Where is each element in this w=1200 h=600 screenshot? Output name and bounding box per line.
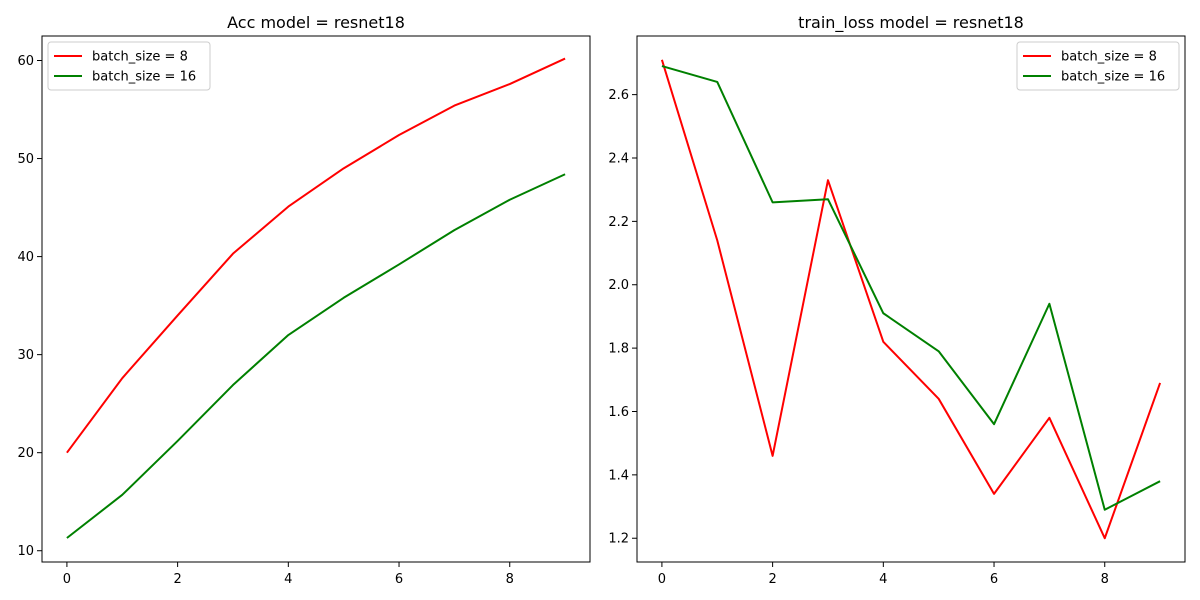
y-tick-label: 30 bbox=[17, 348, 34, 363]
series-line-1 bbox=[660, 59, 1162, 540]
x-tick-label: 2 bbox=[768, 572, 776, 587]
y-tick-label: 60 bbox=[17, 54, 34, 69]
plot-frame bbox=[41, 35, 591, 563]
x-tick-label: 6 bbox=[395, 572, 403, 587]
x-tick-label: 0 bbox=[63, 572, 71, 587]
y-tick-label: 40 bbox=[17, 250, 34, 265]
x-tick-label: 8 bbox=[1101, 572, 1109, 587]
x-tick-label: 6 bbox=[990, 572, 998, 587]
legend: batch_size = 8 batch_size = 16 bbox=[1016, 41, 1180, 91]
y-tick-label: 2.6 bbox=[608, 88, 629, 103]
legend-box bbox=[47, 41, 211, 91]
y-tick-label: 20 bbox=[17, 446, 34, 461]
chart-2: train_loss model = resnet18 0 2 4 6 8 1.2 1.4 1.… bbox=[608, 13, 1186, 587]
series-line-1 bbox=[66, 57, 566, 454]
x-tick-label: 8 bbox=[506, 572, 514, 587]
y-tick-label: 1.6 bbox=[608, 405, 629, 420]
x-tick-label: 2 bbox=[173, 572, 181, 587]
plot-frame bbox=[636, 35, 1186, 563]
legend-box bbox=[1016, 41, 1180, 91]
y-tick-label: 50 bbox=[17, 152, 34, 167]
y-tick-label: 1.4 bbox=[608, 468, 629, 483]
y-tick-label: 10 bbox=[17, 544, 34, 559]
y-tick-label: 2.4 bbox=[608, 151, 629, 166]
y-tick-label: 1.2 bbox=[608, 532, 629, 547]
series-line-2 bbox=[661, 65, 1161, 511]
chart-title: train_loss model = resnet18 bbox=[798, 13, 1024, 33]
x-tick-label: 4 bbox=[879, 572, 887, 587]
chart-1: Acc model = resnet18 0 2 4 6 8 10 20 30 40 50 60 bat… bbox=[17, 13, 591, 587]
legend-label-1: batch_size = 8 bbox=[1061, 50, 1157, 65]
legend-label-2: batch_size = 16 bbox=[92, 70, 196, 85]
x-tick-label: 4 bbox=[284, 572, 292, 587]
y-tick-label: 1.8 bbox=[608, 342, 629, 357]
legend-label-2: batch_size = 16 bbox=[1061, 70, 1165, 85]
y-tick-label: 2.0 bbox=[608, 278, 629, 293]
series-line-2 bbox=[66, 173, 566, 539]
x-tick-label: 0 bbox=[658, 572, 666, 587]
y-tick-label: 2.2 bbox=[608, 215, 629, 230]
chart-title: Acc model = resnet18 bbox=[227, 13, 405, 32]
legend: batch_size = 8 batch_size = 16 bbox=[47, 41, 211, 91]
legend-label-1: batch_size = 8 bbox=[92, 50, 188, 65]
